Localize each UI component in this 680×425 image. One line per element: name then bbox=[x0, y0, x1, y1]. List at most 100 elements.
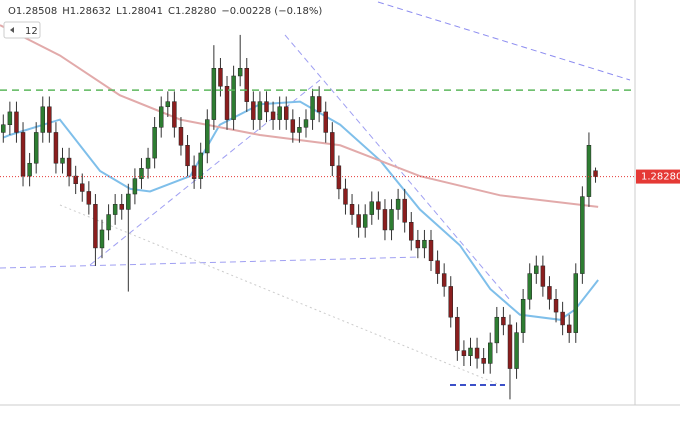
candle-body bbox=[53, 132, 59, 164]
candle-body bbox=[270, 111, 276, 120]
candle-body bbox=[540, 265, 546, 287]
candle-body bbox=[382, 209, 388, 231]
studies bbox=[0, 24, 599, 321]
trend-line bbox=[59, 204, 501, 386]
candle-body bbox=[158, 106, 164, 128]
candle-body bbox=[534, 265, 539, 274]
price-label: 1.28280 bbox=[641, 172, 680, 183]
candle-body bbox=[507, 324, 513, 369]
candle-body bbox=[409, 222, 414, 241]
trend-line bbox=[0, 256, 421, 269]
candle-body bbox=[481, 358, 486, 364]
candle-body bbox=[205, 119, 210, 154]
header-bg bbox=[4, 2, 269, 18]
candle-body bbox=[501, 316, 506, 326]
candle-body bbox=[40, 106, 45, 133]
candle-body bbox=[573, 273, 579, 333]
candle-body bbox=[461, 350, 467, 356]
candle-body bbox=[494, 316, 500, 344]
candle-body bbox=[488, 342, 493, 364]
header-value: O1.28508 bbox=[8, 6, 57, 17]
candle-body bbox=[139, 168, 144, 179]
candle-body bbox=[126, 193, 131, 210]
toggle-icon bbox=[10, 27, 14, 33]
candle-body bbox=[290, 119, 296, 133]
candle-body bbox=[172, 101, 177, 128]
candle-body bbox=[93, 204, 98, 249]
candle-body bbox=[231, 75, 236, 120]
candle-body bbox=[112, 204, 118, 215]
candle-body bbox=[422, 239, 427, 249]
indicator-count: 12 bbox=[25, 26, 38, 37]
candle-body bbox=[362, 214, 368, 228]
candle-body bbox=[99, 229, 105, 249]
moving-average bbox=[2, 100, 599, 321]
candle-body bbox=[376, 201, 381, 210]
candle-body bbox=[152, 127, 157, 159]
candle-body bbox=[66, 157, 72, 177]
candle-body bbox=[86, 191, 92, 205]
candle-body bbox=[33, 132, 39, 164]
candle-body bbox=[257, 101, 263, 120]
candle-body bbox=[310, 96, 315, 120]
candle-body bbox=[237, 68, 243, 77]
candle-body bbox=[547, 286, 552, 300]
candle-body bbox=[244, 68, 249, 102]
header-value: L1.28041 bbox=[116, 6, 163, 17]
candles bbox=[1, 34, 598, 400]
header-value: C1.28280 bbox=[168, 6, 216, 17]
candle-body bbox=[428, 239, 434, 262]
candle-body bbox=[277, 106, 282, 120]
candle-body bbox=[224, 85, 230, 120]
trend-line bbox=[377, 1, 631, 81]
candle-body bbox=[323, 111, 328, 133]
moving-average bbox=[0, 24, 599, 208]
candle-body bbox=[316, 96, 322, 113]
candle-body bbox=[520, 299, 526, 333]
indicator-toggle[interactable] bbox=[3, 21, 41, 39]
candle-body bbox=[468, 347, 473, 356]
candle-body bbox=[14, 111, 19, 133]
candle-body bbox=[415, 239, 421, 249]
candle-body bbox=[441, 273, 447, 287]
candle-body bbox=[455, 316, 460, 351]
candle-body bbox=[369, 201, 375, 215]
candle-body bbox=[284, 106, 289, 120]
candle-body bbox=[514, 332, 519, 369]
candle-body bbox=[165, 101, 171, 108]
candle-body bbox=[336, 165, 342, 190]
candle-body bbox=[106, 214, 111, 231]
candle-body bbox=[395, 198, 401, 210]
candle-body bbox=[80, 183, 85, 192]
candle-body bbox=[593, 170, 598, 177]
candle-body bbox=[448, 286, 453, 318]
candle-body bbox=[389, 209, 394, 231]
header-value: H1.28632 bbox=[62, 6, 111, 17]
candle-body bbox=[264, 101, 269, 113]
candle-body bbox=[27, 162, 32, 177]
candle-body bbox=[119, 204, 124, 210]
candle-body bbox=[303, 119, 309, 128]
candle-body bbox=[20, 132, 26, 177]
candle-body bbox=[553, 299, 559, 313]
candle-body bbox=[1, 124, 6, 133]
candle-body bbox=[474, 347, 480, 359]
price-label-bg bbox=[636, 169, 680, 184]
candle-body bbox=[402, 198, 407, 223]
candle-body bbox=[560, 311, 565, 326]
candle-body bbox=[435, 260, 440, 274]
candle-body bbox=[580, 196, 585, 274]
candle-body bbox=[178, 127, 184, 146]
candle-body bbox=[527, 273, 532, 300]
candle-body bbox=[132, 178, 138, 195]
header: 12 O1.28508 H1.28632 L1.28041 C1.28280 −0.00… bbox=[3, 2, 322, 39]
candle-body bbox=[47, 106, 52, 133]
candle-body bbox=[356, 214, 361, 228]
candle-body bbox=[343, 188, 348, 205]
candle-body bbox=[218, 68, 223, 87]
candle-body bbox=[191, 165, 197, 179]
candle-body bbox=[7, 111, 13, 125]
header-value: −0.00228 (−0.18%) bbox=[221, 6, 322, 17]
